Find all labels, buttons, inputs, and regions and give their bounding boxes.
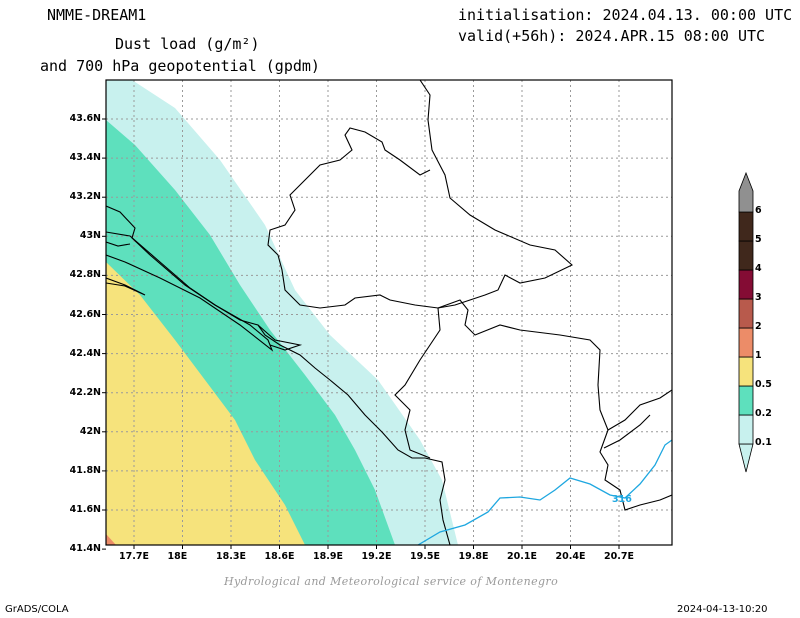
software-label: GrADS/COLA xyxy=(5,604,69,615)
latitude-label: 43.6N xyxy=(69,113,101,124)
valid-time: valid(+56h): 2024.APR.15 08:00 UTC xyxy=(458,27,766,45)
legend-label: 0.1 xyxy=(755,437,772,448)
longitude-label: 20.7E xyxy=(604,551,634,562)
longitude-label: 20.1E xyxy=(507,551,537,562)
latitude-label: 41.6N xyxy=(69,504,101,515)
latitude-label: 41.4N xyxy=(69,543,101,555)
geopotential-contour-316 xyxy=(417,439,672,545)
latitude-label: 43.4N xyxy=(69,152,101,164)
generation-timestamp: 2024-04-13-10:20 xyxy=(677,604,768,615)
credit-text: Hydrological and Meteorological service … xyxy=(224,575,559,588)
latitude-label: 42.6N xyxy=(69,308,101,320)
legend-label: 5 xyxy=(755,234,762,245)
longitude-label: 18.9E xyxy=(313,551,343,562)
longitude-label: 19.5E xyxy=(410,551,440,562)
legend-label: 4 xyxy=(755,263,762,274)
latitude-label: 43N xyxy=(79,230,101,242)
longitude-label: 18.3E xyxy=(216,551,246,562)
latitude-label: 42.2N xyxy=(69,386,101,398)
longitude-label: 17.7E xyxy=(119,551,149,562)
map-frame xyxy=(105,79,673,546)
dust-band-0.5 xyxy=(106,262,305,545)
field-title-line1: Dust load (g/m²) xyxy=(115,35,260,53)
model-name: NMME-DREAM1 xyxy=(47,6,147,24)
grid-lines xyxy=(106,80,672,545)
map-area xyxy=(106,80,672,545)
initialisation-time: initialisation: 2024.04.13. 00:00 UTC xyxy=(458,6,793,24)
longitude-label: 18E xyxy=(167,551,188,562)
latitude-label: 43.2N xyxy=(69,191,101,203)
contour-label: 316 xyxy=(612,494,632,505)
longitude-label: 19.8E xyxy=(458,551,489,562)
field-title-line2: and 700 hPa geopotential (gpdm) xyxy=(40,57,320,75)
latitude-label: 42N xyxy=(79,425,101,437)
longitude-label: 18.6E xyxy=(264,551,295,562)
dust-band-1 xyxy=(106,534,116,545)
legend-label: 3 xyxy=(755,292,762,303)
longitude-label: 19.2E xyxy=(361,551,392,562)
longitude-label: 20.4E xyxy=(555,551,586,562)
legend-label: 2 xyxy=(755,321,762,332)
coastlines-borders xyxy=(106,80,672,545)
legend-label: 0.2 xyxy=(755,408,772,419)
legend-label: 6 xyxy=(755,205,762,216)
legend-label: 1 xyxy=(755,350,762,361)
legend-label: 0.5 xyxy=(755,379,772,390)
latitude-label: 42.4N xyxy=(69,347,101,359)
latitude-label: 41.8N xyxy=(69,464,101,476)
latitude-label: 42.8N xyxy=(69,269,101,281)
